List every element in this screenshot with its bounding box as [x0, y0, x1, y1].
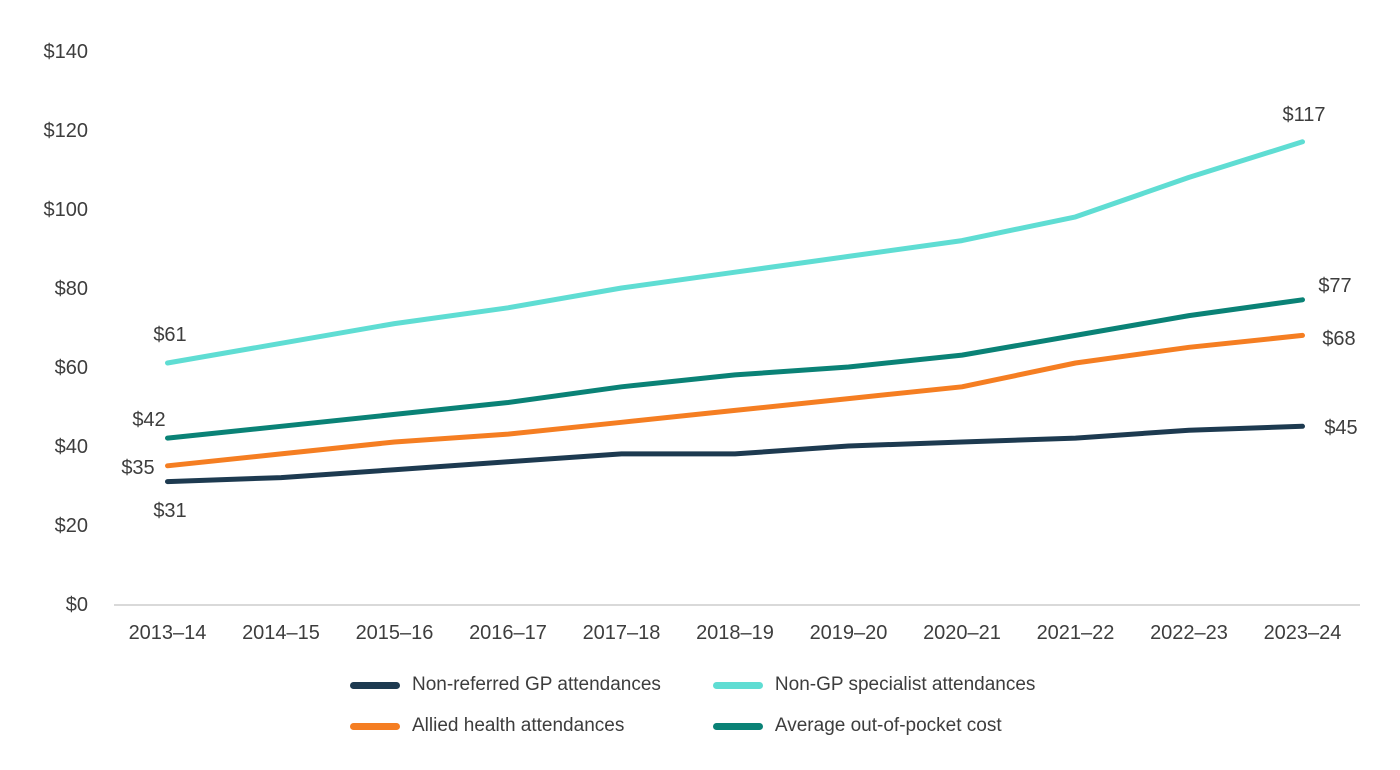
legend-item: Average out-of-pocket cost — [712, 713, 1036, 739]
series-line-non-gp-specialist-attendances — [165, 139, 1305, 366]
y-tick-label: $40 — [55, 436, 88, 458]
data-label: $42 — [132, 409, 165, 431]
y-tick-label: $0 — [66, 594, 88, 616]
data-label: $61 — [153, 324, 186, 346]
legend-item: Non-GP specialist attendances — [712, 672, 1036, 698]
data-label: $35 — [121, 457, 154, 479]
data-label: $31 — [153, 500, 186, 522]
x-tick-label: 2015–16 — [356, 622, 434, 644]
y-tick-label: $120 — [44, 120, 89, 142]
legend-label: Allied health attendances — [412, 715, 625, 736]
legend-item: Non-referred GP attendances — [350, 672, 661, 698]
x-tick-label: 2016–17 — [469, 622, 547, 644]
series-line-average-out-of-pocket-cost — [165, 297, 1305, 441]
legend-swatch-icon — [712, 722, 763, 730]
x-tick-label: 2023–24 — [1264, 622, 1342, 644]
x-tick-label: 2018–19 — [696, 622, 774, 644]
y-tick-label: $20 — [55, 515, 88, 537]
legend-item: Allied health attendances — [350, 713, 661, 739]
y-tick-label: $100 — [44, 199, 89, 221]
series-line-non-referred-gp-attendances — [165, 423, 1305, 485]
chart-legend: Non-referred GP attendances Non-GP specia… — [350, 672, 1035, 739]
legend-label: Non-referred GP attendances — [412, 674, 661, 695]
data-label: $77 — [1318, 275, 1351, 297]
x-tick-label: 2014–15 — [242, 622, 320, 644]
data-label: $68 — [1322, 328, 1355, 350]
x-tick-label: 2019–20 — [810, 622, 888, 644]
x-tick-label: 2022–23 — [1150, 622, 1228, 644]
data-label: $117 — [1282, 104, 1325, 126]
x-tick-label: 2021–22 — [1037, 622, 1115, 644]
y-tick-label: $60 — [55, 357, 88, 379]
series-line-allied-health-attendances — [165, 332, 1305, 469]
x-tick-label: 2020–21 — [923, 622, 1001, 644]
legend-label: Non-GP specialist attendances — [774, 674, 1036, 695]
legend-label: Average out-of-pocket cost — [774, 715, 1002, 736]
legend-swatch-icon — [350, 722, 400, 730]
x-tick-label: 2013–14 — [129, 622, 207, 644]
legend-swatch-icon — [712, 681, 763, 689]
legend-swatch-icon — [350, 681, 400, 689]
y-tick-label: $140 — [44, 41, 89, 63]
data-label: $45 — [1324, 417, 1357, 439]
y-tick-label: $80 — [55, 278, 88, 300]
x-tick-label: 2017–18 — [583, 622, 661, 644]
